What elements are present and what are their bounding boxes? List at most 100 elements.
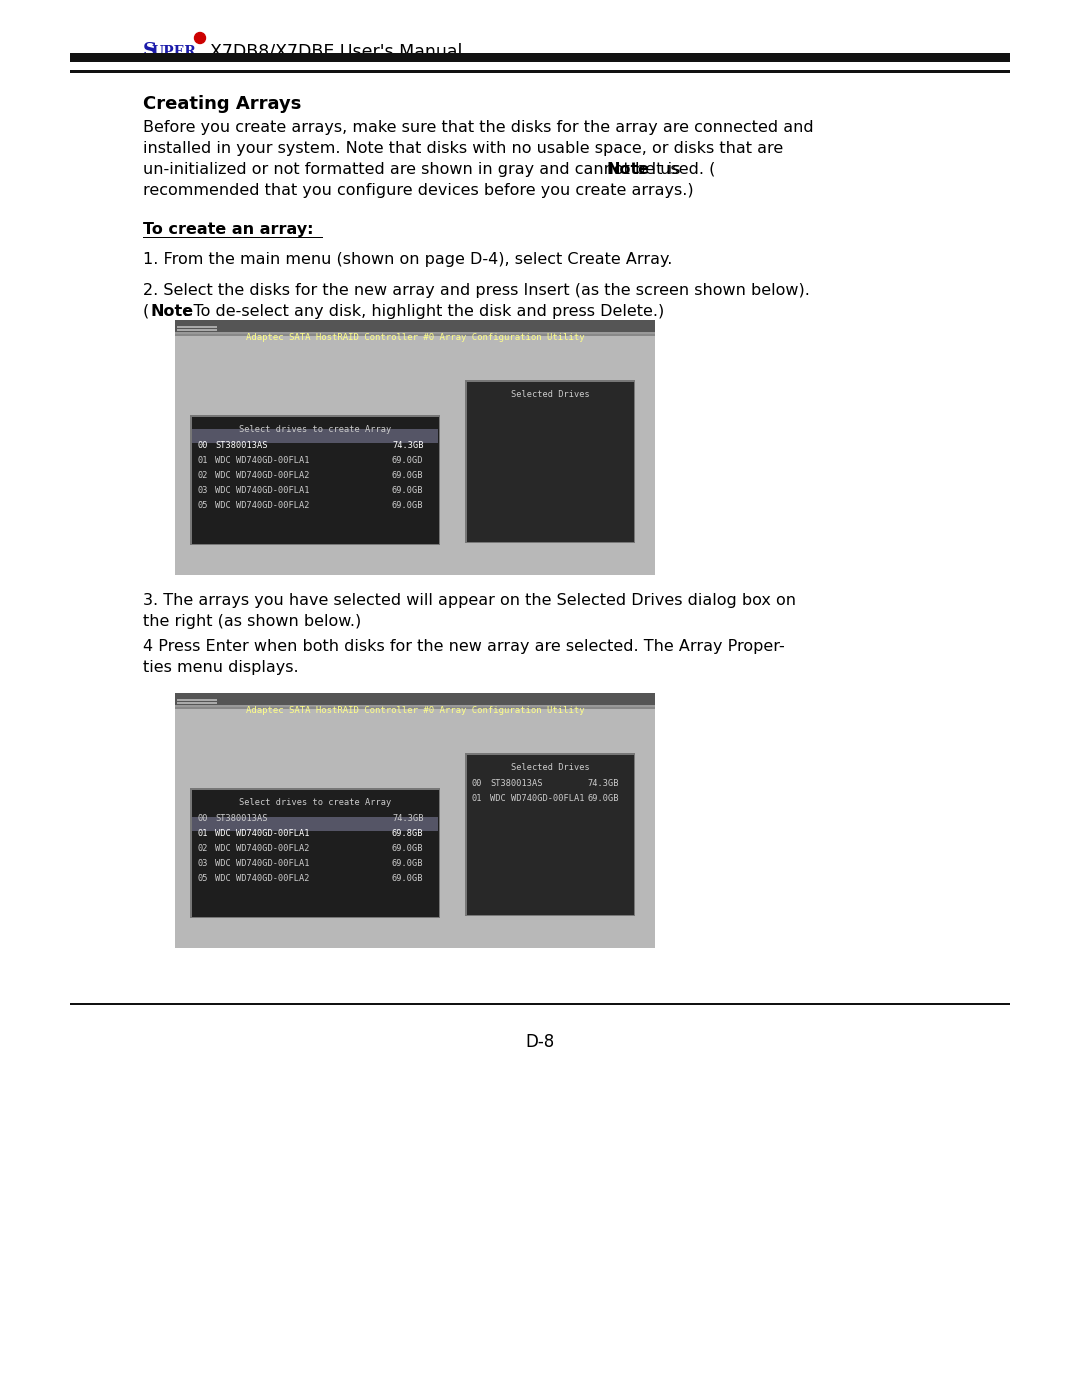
Bar bbox=[190, 415, 191, 545]
Bar bbox=[192, 444, 438, 458]
Bar bbox=[70, 53, 1010, 61]
Text: 00: 00 bbox=[197, 814, 207, 823]
Bar bbox=[192, 802, 438, 816]
Bar bbox=[192, 429, 438, 443]
Text: 69.0GB: 69.0GB bbox=[392, 859, 423, 868]
Bar bbox=[175, 693, 654, 949]
Bar bbox=[634, 753, 635, 916]
Bar bbox=[190, 543, 440, 545]
Text: 00: 00 bbox=[472, 780, 483, 788]
Bar bbox=[143, 236, 323, 237]
Text: Creating Arrays: Creating Arrays bbox=[143, 95, 301, 113]
Text: 01: 01 bbox=[197, 455, 207, 465]
Text: UPER: UPER bbox=[152, 45, 197, 59]
Bar bbox=[175, 334, 654, 337]
Text: Adaptec SATA HostRAID Controller #0 Array Configuration Utility: Adaptec SATA HostRAID Controller #0 Arra… bbox=[245, 332, 584, 342]
Text: Adaptec SATA HostRAID Controller #0 Array Configuration Utility: Adaptec SATA HostRAID Controller #0 Arra… bbox=[245, 705, 584, 715]
Bar bbox=[634, 380, 635, 543]
Text: 00: 00 bbox=[197, 441, 207, 450]
Text: 02: 02 bbox=[197, 844, 207, 854]
Text: 03: 03 bbox=[197, 859, 207, 868]
Text: S: S bbox=[143, 42, 157, 60]
Bar bbox=[190, 415, 440, 416]
Text: 2. Select the disks for the new array and press Insert (as the screen shown belo: 2. Select the disks for the new array an… bbox=[143, 284, 810, 298]
Text: Select drives to create Array: Select drives to create Array bbox=[239, 425, 391, 434]
Text: D-8: D-8 bbox=[525, 1032, 555, 1051]
Text: 69.0GD: 69.0GD bbox=[392, 455, 423, 465]
Text: Note: Note bbox=[606, 162, 649, 177]
Bar bbox=[465, 542, 635, 543]
Text: Selected Drives: Selected Drives bbox=[511, 763, 590, 773]
Text: 1. From the main menu (shown on page D-4), select Create Array.: 1. From the main menu (shown on page D-4… bbox=[143, 251, 673, 267]
Bar bbox=[192, 817, 438, 831]
Circle shape bbox=[194, 32, 205, 43]
Text: WDC WD740GD-00FLA1: WDC WD740GD-00FLA1 bbox=[215, 486, 310, 495]
Text: un-initialized or not formatted are shown in gray and cannot be used. (: un-initialized or not formatted are show… bbox=[143, 162, 715, 177]
Text: 69.0GB: 69.0GB bbox=[392, 502, 423, 510]
Text: WDC WD740GD-00FLA2: WDC WD740GD-00FLA2 bbox=[215, 844, 310, 854]
Text: 69.0GB: 69.0GB bbox=[392, 486, 423, 495]
Text: 74.3GB: 74.3GB bbox=[392, 441, 423, 450]
Bar bbox=[175, 320, 654, 576]
Bar bbox=[175, 705, 654, 707]
Bar bbox=[175, 707, 654, 710]
Text: Selected Drives: Selected Drives bbox=[511, 390, 590, 400]
Text: 69.0GB: 69.0GB bbox=[392, 471, 423, 481]
Text: WDC WD740GD-00FLA2: WDC WD740GD-00FLA2 bbox=[215, 471, 310, 481]
Bar bbox=[465, 753, 635, 754]
Bar bbox=[465, 380, 635, 543]
Bar bbox=[465, 380, 467, 543]
Text: 3. The arrays you have selected will appear on the Selected Drives dialog box on: 3. The arrays you have selected will app… bbox=[143, 592, 796, 608]
Text: installed in your system. Note that disks with no usable space, or disks that ar: installed in your system. Note that disk… bbox=[143, 141, 783, 156]
Bar bbox=[192, 460, 438, 474]
Text: 4 Press Enter when both disks for the new array are selected. The Array Proper-: 4 Press Enter when both disks for the ne… bbox=[143, 638, 785, 654]
Bar bbox=[175, 693, 654, 710]
Bar bbox=[190, 788, 191, 918]
Bar bbox=[177, 326, 217, 328]
Text: 01: 01 bbox=[472, 793, 483, 803]
Bar bbox=[70, 1003, 1010, 1004]
Bar bbox=[465, 753, 467, 916]
Bar bbox=[190, 916, 440, 918]
Bar bbox=[190, 788, 440, 789]
Bar bbox=[465, 753, 635, 916]
Bar bbox=[190, 415, 440, 545]
Text: the right (as shown below.): the right (as shown below.) bbox=[143, 615, 361, 629]
Text: 74.3GB: 74.3GB bbox=[392, 814, 423, 823]
Bar bbox=[190, 788, 440, 918]
Text: 05: 05 bbox=[197, 875, 207, 883]
Bar bbox=[177, 330, 217, 331]
Bar bbox=[465, 915, 635, 916]
Text: ties menu displays.: ties menu displays. bbox=[143, 659, 299, 675]
Text: WDC WD740GD-00FLA1: WDC WD740GD-00FLA1 bbox=[215, 859, 310, 868]
Text: X7DB8/X7DBE User's Manual: X7DB8/X7DBE User's Manual bbox=[210, 42, 462, 60]
Bar bbox=[192, 474, 438, 488]
Text: 69.8GB: 69.8GB bbox=[392, 828, 423, 838]
Bar bbox=[192, 833, 438, 847]
Bar bbox=[465, 380, 635, 381]
Bar bbox=[70, 70, 1010, 73]
Bar bbox=[192, 847, 438, 861]
Bar bbox=[438, 415, 440, 545]
Bar bbox=[192, 489, 438, 503]
Bar bbox=[175, 320, 654, 337]
Text: recommended that you configure devices before you create arrays.): recommended that you configure devices b… bbox=[143, 183, 693, 198]
Text: 03: 03 bbox=[197, 486, 207, 495]
Bar bbox=[192, 862, 438, 876]
Text: WDC WD740GD-00FLA1: WDC WD740GD-00FLA1 bbox=[490, 793, 584, 803]
Text: : It is: : It is bbox=[642, 162, 680, 177]
Bar bbox=[177, 703, 217, 704]
Text: WDC WD740GD-00FLA1: WDC WD740GD-00FLA1 bbox=[215, 828, 310, 838]
Text: 69.0GB: 69.0GB bbox=[588, 793, 619, 803]
Text: ST380013AS: ST380013AS bbox=[490, 780, 542, 788]
Text: (: ( bbox=[143, 305, 149, 319]
Text: WDC WD740GD-00FLA2: WDC WD740GD-00FLA2 bbox=[215, 875, 310, 883]
Text: Note: Note bbox=[151, 305, 194, 319]
Text: : To de-select any disk, highlight the disk and press Delete.): : To de-select any disk, highlight the d… bbox=[183, 305, 664, 319]
Text: 69.0GB: 69.0GB bbox=[392, 844, 423, 854]
Bar bbox=[177, 698, 217, 701]
Text: 02: 02 bbox=[197, 471, 207, 481]
Text: To create an array:: To create an array: bbox=[143, 222, 313, 237]
Text: WDC WD740GD-00FLA1: WDC WD740GD-00FLA1 bbox=[215, 455, 310, 465]
Text: 74.3GB: 74.3GB bbox=[588, 780, 619, 788]
